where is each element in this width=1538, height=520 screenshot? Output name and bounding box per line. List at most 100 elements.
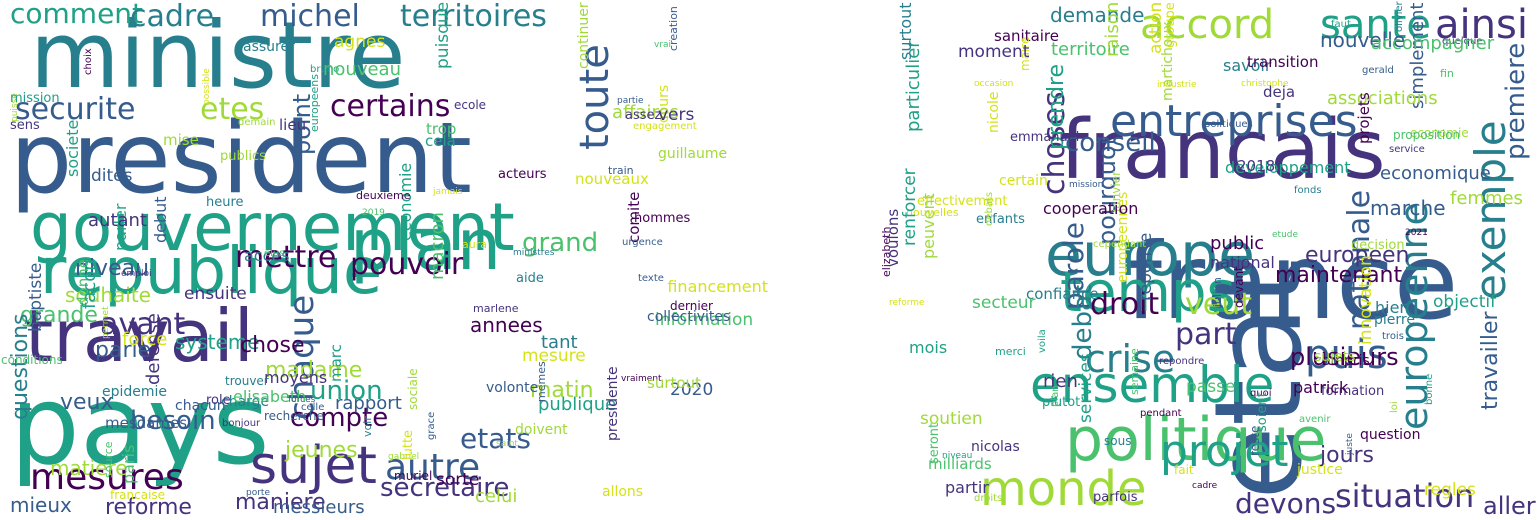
- cloud-word: projet: [1160, 426, 1289, 477]
- cloud-word: continuer: [576, 2, 592, 69]
- cloud-word: effectivement: [917, 194, 1008, 209]
- cloud-word: parfois: [1093, 490, 1138, 505]
- cloud-word: demande: [1050, 3, 1145, 27]
- cloud-word: justice: [1297, 462, 1343, 478]
- cloud-word: ecole: [454, 98, 487, 112]
- cloud-word: quoi: [1250, 388, 1272, 399]
- cloud-word: aura: [462, 238, 487, 251]
- cloud-word: transition: [1247, 53, 1319, 71]
- cloud-word: mission: [10, 91, 60, 106]
- cloud-word: messieurs: [273, 497, 365, 518]
- cloud-word: plutot: [1042, 395, 1081, 410]
- cloud-word: part: [1175, 317, 1237, 352]
- cloud-word: veut: [1185, 287, 1252, 322]
- cloud-word: savoir: [1223, 56, 1272, 75]
- cloud-word: baptiste: [26, 262, 46, 332]
- cloud-word: porte: [246, 488, 270, 498]
- cloud-word: macron: [427, 212, 448, 280]
- cloud-word: europe: [1045, 220, 1255, 290]
- cloud-word: mettre: [235, 240, 337, 275]
- cloud-word: fait: [1174, 463, 1194, 477]
- cloud-word: sujet: [250, 436, 377, 496]
- cloud-word: voulons: [884, 208, 902, 267]
- cloud-word: annees: [470, 313, 543, 337]
- cloud-word: partir: [945, 478, 989, 497]
- cloud-word: grand: [522, 228, 599, 258]
- cloud-word: semaine: [1128, 348, 1141, 395]
- cloud-word: mieux: [10, 493, 72, 517]
- cloud-word: monde: [980, 461, 1147, 517]
- cloud-word: train: [608, 164, 634, 177]
- cloud-word: guillaume: [658, 146, 728, 162]
- cloud-word: jamais: [433, 187, 463, 197]
- cloud-word: pouvoir: [350, 247, 464, 282]
- cloud-word: niveau: [942, 451, 973, 461]
- cloud-word: ministre: [30, 2, 406, 109]
- cloud-word: proposition: [1393, 128, 1461, 142]
- cloud-word: marlene: [473, 302, 519, 315]
- cloud-word: travailler: [1478, 311, 1503, 410]
- cloud-word: elus: [264, 248, 285, 259]
- cloud-word: lutte: [401, 429, 416, 460]
- cloud-word: 2021: [1405, 228, 1428, 238]
- cloud-word: debut: [151, 196, 170, 243]
- cloud-word: ensuite: [184, 284, 247, 304]
- cloud-word: dites: [91, 166, 133, 186]
- cloud-word: europeen: [1305, 243, 1410, 268]
- cloud-word: paris: [119, 444, 138, 484]
- cloud-word: service: [1389, 144, 1425, 155]
- cloud-word: repondre: [1159, 356, 1205, 367]
- cloud-word: jours: [1320, 443, 1375, 468]
- cloud-word: droit: [1090, 287, 1160, 322]
- cloud-word: question: [1360, 427, 1421, 443]
- cloud-word: force: [122, 329, 168, 350]
- cloud-word: mesdames: [105, 414, 188, 432]
- cloud-word: enfants: [976, 212, 1025, 227]
- cloud-word: projets: [1355, 92, 1373, 144]
- cloud-word: cela: [425, 132, 456, 150]
- cloud-word: assurer: [243, 39, 295, 55]
- cloud-word: passe: [1186, 377, 1236, 397]
- cloud-word: mois: [909, 338, 948, 357]
- cloud-word: volonte: [486, 380, 539, 396]
- cloud-word: aller: [1483, 492, 1536, 520]
- cloud-word: pierre: [1374, 312, 1415, 328]
- cloud-word: marche: [1370, 196, 1446, 220]
- cloud-word: avant: [100, 307, 186, 342]
- cloud-word: olivier: [1394, 1, 1405, 32]
- cloud-word: bonne: [1424, 373, 1435, 405]
- cloud-word: possible: [202, 68, 212, 105]
- cloud-word: memes: [535, 361, 548, 402]
- cloud-word: certains: [330, 89, 451, 124]
- cloud-word: role: [206, 393, 231, 408]
- cloud-word: matiere: [50, 456, 128, 480]
- cloud-word: certain: [999, 173, 1048, 189]
- cloud-word: celui: [475, 486, 518, 507]
- cloud-word: partie: [617, 96, 644, 106]
- cloud-word: maintenant: [1275, 263, 1403, 288]
- cloud-word: celle: [301, 402, 325, 413]
- cloud-word: cadre: [130, 0, 215, 34]
- word-cloud-left: ministre president gouvernement republique t…: [0, 0, 770, 520]
- cloud-word: plusieurs: [1290, 343, 1399, 371]
- cloud-word: elisabeth: [233, 387, 307, 406]
- cloud-word: entreprises: [1110, 96, 1358, 147]
- cloud-word: securite: [15, 92, 136, 127]
- cloud-word: jeunes: [285, 438, 358, 463]
- cloud-word: formation: [1321, 384, 1385, 399]
- cloud-word: niveau: [75, 256, 150, 281]
- cloud-word: merci: [995, 345, 1026, 358]
- cloud-word: voila: [1037, 329, 1048, 353]
- cloud-word: femmes: [1450, 188, 1523, 209]
- cloud-word: territoires: [400, 0, 547, 34]
- cloud-word: accord: [1140, 2, 1275, 48]
- cloud-word: allons: [602, 484, 644, 500]
- cloud-word: nicole: [986, 91, 1002, 133]
- cloud-word: forces: [288, 395, 316, 405]
- cloud-word: etes: [200, 92, 265, 127]
- cloud-word: europeens: [308, 74, 321, 132]
- cloud-word: trois: [1382, 331, 1404, 342]
- cloud-word: matin: [530, 378, 594, 403]
- cloud-word: surtout: [896, 2, 915, 60]
- cloud-word: renforcer: [900, 168, 920, 246]
